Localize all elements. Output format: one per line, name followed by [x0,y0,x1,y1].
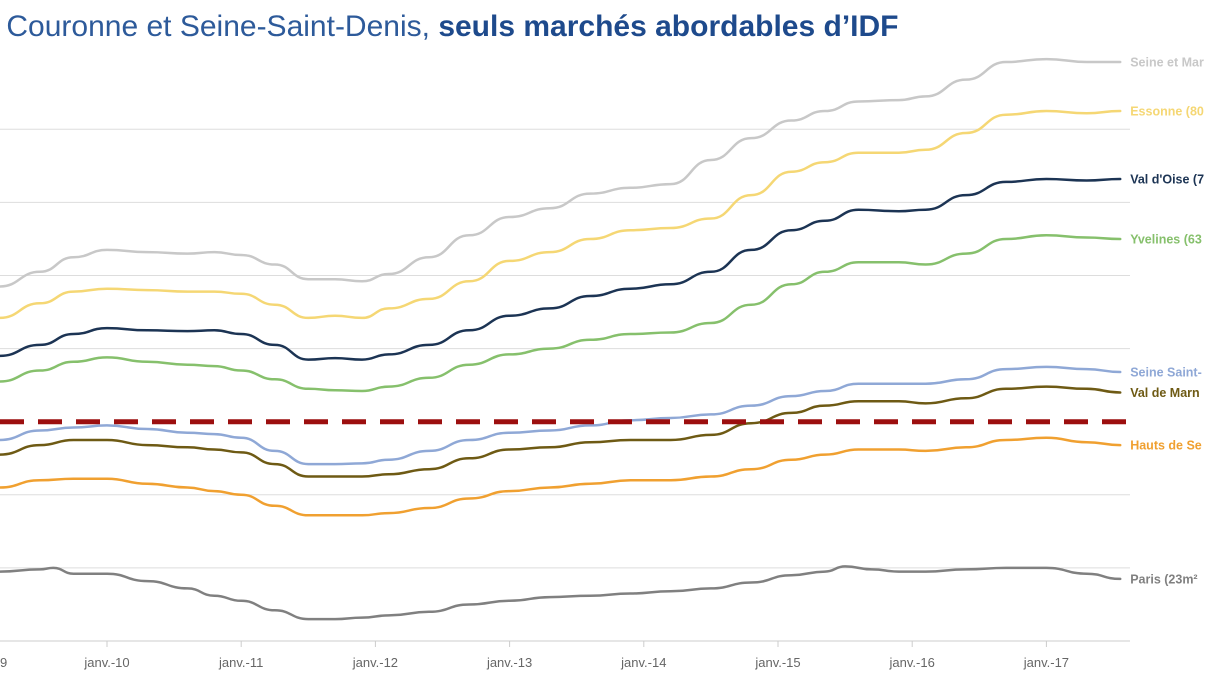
x-tick-label: janv.-11 [218,655,263,670]
series-labels: Seine et Mar Essonne (80 Val d'Oise (7 Yvel… [1130,56,1204,587]
chart-title: nde Couronne et Seine-Saint-Denis, seuls… [0,10,898,44]
title-normal: nde Couronne et Seine-Saint-Denis, [0,10,430,43]
series-line-2 [0,177,1122,361]
series-label-1: Essonne (80 [1130,105,1204,119]
series-line-1 [0,109,1122,320]
series-label-2: Val d'Oise (7 [1130,173,1204,187]
series-label-5: Val de Marn [1130,386,1199,400]
x-axis-ticks: 9 janv.-10 janv.-11 janv.-12 janv.-13 janv.-1… [0,641,1069,670]
x-tick-label: 9 [0,655,7,670]
series-line-0 [0,57,1122,288]
series-line-6 [0,436,1122,517]
series-label-4: Seine Saint- [1130,365,1202,379]
x-tick-label: janv.-15 [754,655,800,670]
series-line-4 [0,365,1122,466]
x-tick-label: janv.-16 [889,655,935,670]
series-line-7 [0,565,1122,621]
series-label-6: Hauts de Se [1130,439,1202,453]
series-line-5 [0,385,1122,478]
x-tick-label: janv.-10 [83,655,129,670]
x-tick-label: janv.-17 [1023,655,1069,670]
x-tick-label: janv.-14 [620,655,666,670]
series-line-3 [0,234,1122,393]
series-label-0: Seine et Mar [1130,56,1204,70]
title-bold: seuls marchés abordables d’IDF [438,10,899,43]
series-label-7: Paris (23m² [1130,572,1197,586]
gridlines [0,128,1130,642]
series-label-3: Yvelines (63 [1130,232,1202,246]
x-tick-label: janv.-13 [486,655,532,670]
x-tick-label: janv.-12 [352,655,398,670]
series-lines [0,57,1122,621]
